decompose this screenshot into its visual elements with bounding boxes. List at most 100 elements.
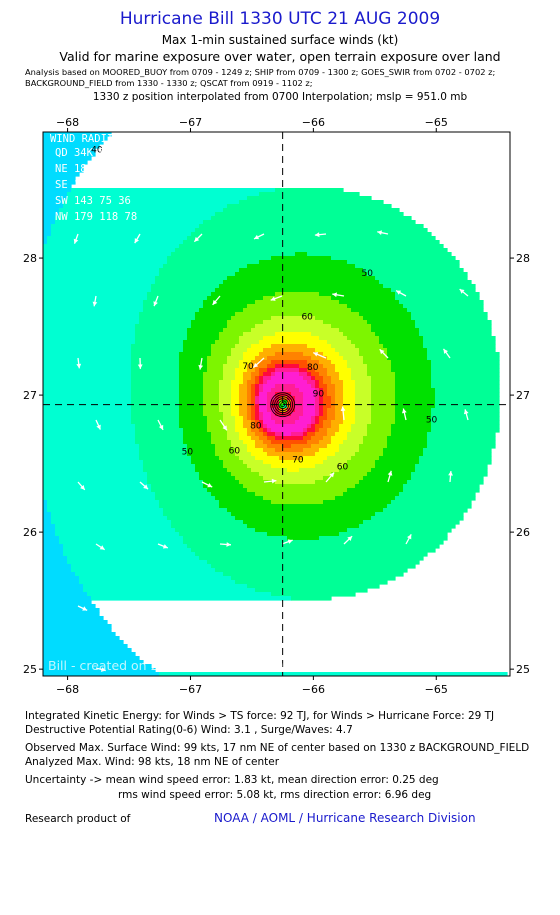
contour-label: 50 (361, 269, 373, 279)
wind-band-cell (339, 352, 360, 357)
wind-band-cell (371, 388, 396, 393)
wind-band-cell (359, 524, 456, 529)
wind-band-cell (215, 496, 264, 501)
wind-band-cell (47, 236, 188, 241)
wind-band-cell (43, 444, 140, 449)
wind-vector (457, 167, 469, 173)
wind-band-cell (235, 428, 248, 433)
wind-band-cell (239, 388, 248, 393)
wind-band-cell (383, 508, 468, 513)
wind-band-cell (143, 308, 200, 313)
wind-band-cell (43, 356, 132, 361)
wind-band-cell (71, 188, 276, 193)
wind-band-cell (231, 384, 240, 389)
wind-band-cell (179, 376, 204, 381)
wind-band-cell (211, 348, 232, 353)
wind-band-cell (243, 356, 256, 361)
wind-band-cell (315, 392, 320, 397)
wind-band-cell (43, 616, 104, 621)
interpolation-note: 1330 z position interpolated from 0700 I… (92, 91, 468, 103)
wind-band-cell (43, 508, 48, 513)
wind-band-cell (391, 368, 432, 373)
wind-band-cell (43, 304, 144, 309)
wind-band-cell (227, 204, 392, 209)
wind-band-cell (295, 252, 308, 257)
wind-band-cell (395, 412, 432, 417)
wind-band-cell (319, 408, 324, 413)
wind-band-cell (59, 208, 224, 213)
wind-band-cell (51, 516, 168, 521)
wind-band-cell (179, 412, 204, 417)
contour-label: 80 (250, 421, 262, 431)
wind-band-cell (335, 496, 396, 501)
wind-band-cell (211, 352, 232, 357)
wind-band-cell (259, 400, 268, 405)
wind-vector (73, 233, 79, 244)
wind-band-cell (395, 408, 432, 413)
wind-band-cell (279, 456, 304, 461)
wind-band-cell (247, 392, 252, 397)
wind-band-cell (187, 332, 220, 337)
wind-band-cell (351, 368, 368, 373)
wind-band-cell (343, 420, 356, 425)
x-tick-label-top: −67 (179, 116, 202, 129)
hrd-link[interactable]: NOAA / AOML / Hurricane Research Divisio… (214, 811, 476, 825)
wind-band-cell (43, 232, 52, 237)
wind-band-cell (203, 392, 220, 397)
wind-band-cell (243, 416, 248, 421)
wind-band-cell (131, 396, 180, 401)
wind-band-cell (179, 360, 208, 365)
wind-band-cell (51, 224, 200, 229)
wind-band-cell (303, 400, 316, 405)
wind-band-cell (215, 444, 232, 449)
wind-band-cell (43, 580, 80, 585)
wind-band-cell (295, 420, 312, 425)
wind-band-cell (351, 428, 368, 433)
eye-ring (274, 396, 292, 414)
wind-band-cell (335, 368, 352, 373)
wind-band-cell (299, 468, 340, 473)
wind-band-cell (43, 344, 132, 349)
wind-band-cell (299, 416, 312, 421)
wind-band-cell (191, 460, 224, 465)
wind-band-cell (191, 320, 228, 325)
wind-band-cell (43, 240, 48, 245)
wind-band-cell (311, 376, 316, 381)
wind-band-cell (247, 412, 252, 417)
wind-band-cell (271, 344, 308, 349)
wind-band-cell (359, 480, 408, 485)
wind-band-cell (43, 180, 76, 185)
wind-band-cell (431, 420, 500, 425)
wind-band-cell (343, 356, 364, 361)
wind-vector (467, 533, 473, 545)
wind-band-cell (355, 416, 372, 421)
wind-band-cell (355, 452, 384, 457)
wind-band-cell (219, 504, 388, 509)
wind-band-cell (43, 524, 56, 529)
wind-band-cell (335, 364, 348, 369)
wind-band-cell (223, 372, 236, 377)
wind-band-cell (215, 452, 236, 457)
wind-band-cell (395, 392, 436, 397)
wind-band-cell (255, 440, 264, 445)
wind-vector (219, 542, 232, 547)
wind-band-cell (327, 432, 336, 437)
wind-band-cell (311, 384, 316, 389)
wind-band-cell (151, 284, 220, 289)
wind-band-cell (263, 440, 272, 445)
wind-band-cell (139, 320, 192, 325)
wind-band-cell (231, 412, 240, 417)
wind-band-cell (327, 368, 336, 373)
wind-band-cell (343, 404, 356, 409)
wind-band-cell (435, 388, 500, 393)
wind-band-cell (339, 468, 372, 473)
wind-band-cell (343, 440, 364, 445)
wind-band-cell (131, 416, 180, 421)
x-tick-label-bottom: −66 (302, 683, 325, 696)
wind-band-cell (275, 332, 312, 337)
wind-band-cell (43, 320, 140, 325)
wind-band-cell (263, 428, 268, 433)
wind-band-cell (255, 376, 260, 381)
wind-band-cell (339, 424, 352, 429)
wind-band-cell (339, 532, 448, 537)
